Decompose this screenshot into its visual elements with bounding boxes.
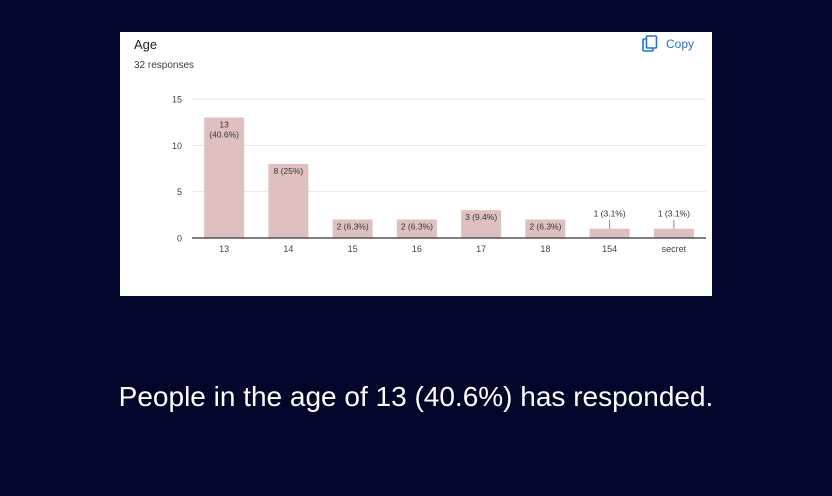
x-tick-label: 16 xyxy=(412,244,422,254)
chart-card: Age 32 responses Copy 0 5 10 15 13 13 (40.6%) 1… xyxy=(120,32,712,296)
bar xyxy=(461,210,502,238)
data-label: 1 (3.1%) xyxy=(658,209,690,219)
bar xyxy=(268,163,309,238)
bar xyxy=(653,228,694,238)
bar xyxy=(589,228,630,238)
copy-button[interactable]: Copy xyxy=(642,35,694,52)
y-tick-label: 5 xyxy=(177,187,182,197)
bar xyxy=(525,219,566,238)
x-tick-label: 14 xyxy=(283,244,293,254)
caption-text: People in the age of 13 (40.6%) has resp… xyxy=(118,381,714,412)
copy-label: Copy xyxy=(665,36,694,51)
data-label: 13 (40.6%) xyxy=(209,120,239,140)
data-label: 1 (3.1%) xyxy=(594,209,626,219)
bar xyxy=(332,219,373,238)
bar xyxy=(204,117,245,238)
response-count: 32 responses xyxy=(134,60,195,71)
x-tick-label: 18 xyxy=(540,244,550,254)
x-tick-label: 154 xyxy=(602,244,617,254)
data-label: 2 (6.3%) xyxy=(529,221,561,231)
x-tick-label: secret xyxy=(662,244,687,254)
y-tick-label: 15 xyxy=(172,95,182,105)
y-tick-label: 0 xyxy=(177,234,182,244)
data-label: 2 (6.3%) xyxy=(337,221,369,231)
x-tick-label: 15 xyxy=(348,244,358,254)
x-tick-label: 13 xyxy=(219,244,229,254)
bar xyxy=(396,219,437,238)
data-label: 8 (25%) xyxy=(273,166,303,176)
question-title: Age xyxy=(134,37,158,52)
data-label: 3 (9.4%) xyxy=(465,212,497,222)
x-tick-label: 17 xyxy=(476,244,486,254)
y-tick-label: 10 xyxy=(172,141,182,151)
data-label: 2 (6.3%) xyxy=(401,221,433,231)
copy-icon xyxy=(642,35,658,52)
bar-chart: 0 5 10 15 13 13 (40.6%) 14 8 (25%) 15 2 (6.3%) 16 2 … xyxy=(172,95,706,254)
